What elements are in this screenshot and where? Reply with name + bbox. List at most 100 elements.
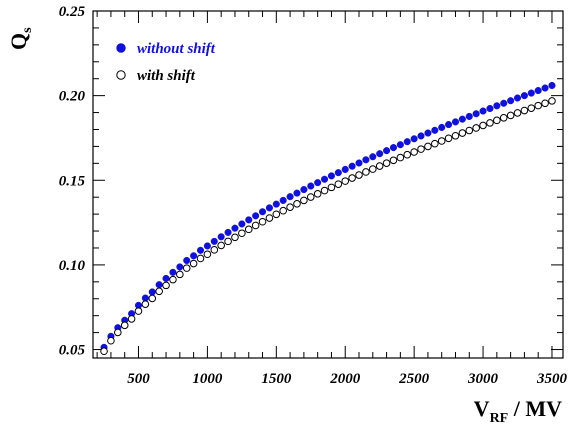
data-point-without-shift (369, 153, 377, 161)
data-point-without-shift (507, 97, 515, 105)
data-point-with-shift (355, 171, 363, 179)
axis-ticks (93, 10, 563, 358)
data-point-without-shift (438, 123, 446, 132)
data-point-without-shift (314, 179, 322, 187)
data-point-without-shift (327, 172, 335, 180)
data-point-without-shift (258, 208, 267, 216)
x-tick-label: 3500 (536, 371, 568, 387)
data-point-with-shift (527, 104, 536, 112)
data-point-without-shift (527, 89, 535, 97)
data-point-with-shift (169, 275, 177, 284)
data-point-without-shift (486, 104, 494, 113)
data-point-without-shift (265, 204, 273, 212)
data-point-with-shift (375, 162, 384, 170)
data-point-with-shift (162, 281, 170, 290)
data-point-with-shift (403, 150, 412, 159)
data-point-with-shift (499, 114, 508, 122)
data-point-with-shift (451, 131, 460, 140)
data-point-with-shift (155, 287, 163, 296)
data-point-with-shift (306, 193, 315, 201)
data-point-without-shift (238, 220, 246, 228)
legend: without shift with shift (116, 41, 216, 84)
data-point-with-shift (444, 134, 453, 143)
data-point-without-shift (321, 175, 329, 183)
data-point-without-shift (203, 242, 211, 250)
data-point-without-shift (465, 112, 473, 121)
data-point-without-shift (176, 263, 184, 271)
data-point-without-shift (334, 169, 342, 177)
data-points (100, 81, 556, 356)
data-point-with-shift (196, 254, 205, 263)
data-point-without-shift (445, 121, 453, 129)
data-point-with-shift (458, 129, 467, 137)
data-point-without-shift (252, 212, 260, 220)
y-axis-title-sub: s (20, 27, 35, 33)
y-tick-label: 0.20 (59, 89, 86, 105)
data-point-with-shift (293, 199, 301, 208)
data-point-with-shift (189, 259, 198, 268)
data-point-without-shift (148, 288, 156, 296)
data-point-with-shift (279, 206, 288, 215)
data-point-without-shift (534, 87, 542, 95)
data-point-with-shift (182, 264, 191, 272)
data-point-with-shift (224, 237, 232, 246)
data-point-without-shift (493, 102, 501, 110)
data-point-without-shift (403, 138, 411, 146)
data-point-with-shift (472, 124, 480, 132)
data-point-with-shift (217, 241, 225, 250)
data-point-without-shift (479, 107, 487, 115)
data-point-with-shift (258, 217, 267, 226)
data-point-without-shift (307, 182, 315, 190)
y-tick-label: 0.25 (59, 4, 86, 20)
x-tick-label: 500 (127, 371, 150, 387)
data-point-with-shift (493, 116, 501, 125)
legend-label-with-shift: with shift (137, 68, 196, 84)
x-tick-label: 1000 (192, 371, 223, 387)
data-point-with-shift (320, 186, 329, 195)
data-point-without-shift (424, 129, 432, 137)
data-point-with-shift (120, 321, 129, 330)
data-point-with-shift (127, 315, 136, 323)
legend-label-without-shift: without shift (137, 41, 216, 57)
data-point-without-shift (348, 162, 356, 170)
data-point-with-shift (431, 139, 439, 148)
x-tick-label: 3000 (467, 371, 499, 387)
data-point-with-shift (176, 270, 184, 279)
data-point-with-shift (327, 183, 336, 192)
data-point-with-shift (486, 119, 494, 127)
data-point-with-shift (534, 101, 542, 110)
x-tick-label: 1500 (261, 371, 292, 387)
data-point-with-shift (417, 145, 425, 153)
plot-frame (92, 10, 564, 359)
x-tick-label: 2500 (398, 371, 430, 387)
data-point-without-shift (224, 228, 232, 236)
data-point-with-shift (141, 300, 150, 308)
data-point-without-shift (162, 274, 170, 282)
data-point-without-shift (383, 147, 391, 155)
data-point-without-shift (155, 281, 163, 289)
data-point-with-shift (410, 148, 418, 156)
data-point-without-shift (286, 193, 294, 201)
data-point-without-shift (190, 252, 198, 260)
data-point-with-shift (251, 221, 260, 230)
legend-marker-without-shift (116, 43, 126, 53)
data-point-without-shift (548, 81, 556, 90)
data-point-without-shift (500, 99, 508, 107)
data-point-without-shift (362, 156, 370, 164)
data-point-without-shift (541, 84, 549, 92)
data-point-with-shift (244, 225, 253, 234)
data-point-with-shift (424, 142, 432, 151)
data-point-with-shift (100, 347, 108, 356)
data-point-with-shift (479, 121, 487, 130)
data-point-with-shift (107, 336, 115, 345)
data-point-with-shift (362, 168, 370, 176)
data-point-without-shift (245, 216, 253, 224)
data-point-without-shift (279, 196, 287, 204)
x-axis-title-sub: RF (490, 411, 509, 426)
data-point-without-shift (293, 189, 301, 197)
data-point-with-shift (203, 250, 212, 259)
data-point-with-shift (286, 203, 294, 211)
data-point-with-shift (437, 137, 446, 145)
data-point-with-shift (465, 126, 474, 135)
